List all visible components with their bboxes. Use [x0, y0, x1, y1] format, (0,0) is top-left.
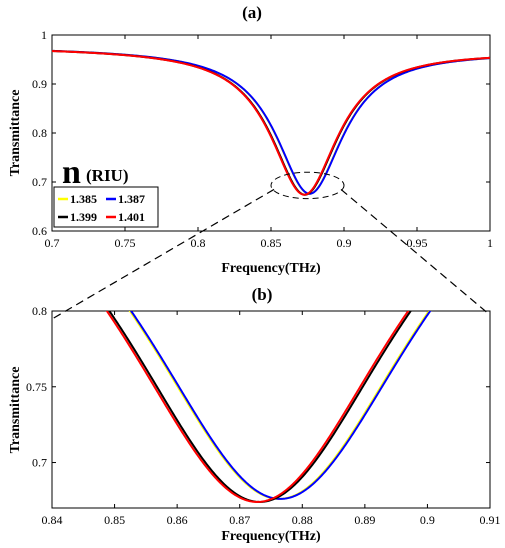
legend-label-1.401: 1.401: [118, 210, 145, 224]
panel-b-label: (b): [252, 285, 273, 304]
panel-a-x-axis-label: Frequency(THz): [221, 261, 321, 276]
panel-b-x-tick-label: 0.91: [480, 513, 501, 527]
panel-a: (a) 0.7 0.75 0.8 0.85 0.9 0.95 1 0.60.70.80.91…: [8, 3, 493, 276]
panel-b-y-ticks: 0.7 0.75 0.8: [26, 304, 490, 470]
panel-b-y-tick-label: 0.75: [26, 380, 47, 394]
legend-box: [53, 186, 159, 228]
panel-a-y-tick-label: 0.9: [32, 77, 47, 91]
panel-a-x-tick-label: 0.9: [337, 236, 352, 250]
panel-a-x-tick-label: 0.95: [407, 236, 428, 250]
panel-b-x-tick-label: 0.9: [420, 513, 435, 527]
panel-a-x-tick-label: 0.85: [261, 236, 282, 250]
panel-b-x-axis-label: Frequency(THz): [221, 529, 321, 544]
panel-b-series-1.387: [129, 311, 432, 500]
panel-b-x-tick-label: 0.86: [167, 513, 188, 527]
panel-a-x-tick-label: 1: [487, 236, 493, 250]
panel-b-y-tick-label: 0.8: [32, 304, 47, 318]
panel-b-series-1.401: [105, 311, 410, 503]
panel-a-y-tick-label: 1: [41, 28, 47, 42]
panel-a-y-tick-label: 0.8: [32, 126, 47, 140]
panel-b: (b) 0.84 0.85 0.86 0.87 0.88 0.89 0.9 0.91 0.70…: [8, 285, 501, 544]
legend-title-symbol: n: [62, 154, 81, 191]
panel-a-y-tick-label: 0.6: [32, 224, 47, 238]
panel-a-y-tick-label: 0.7: [32, 175, 47, 189]
panel-a-label: (a): [242, 3, 262, 22]
panel-b-curves: [105, 311, 432, 503]
panel-b-frame: [51, 310, 491, 509]
panel-b-x-tick-label: 0.89: [354, 513, 375, 527]
legend-label-1.387: 1.387: [118, 192, 145, 206]
panel-b-x-tick-label: 0.84: [42, 513, 63, 527]
panel-a-x-tick-label: 0.8: [191, 236, 206, 250]
zoom-connector-right: [340, 188, 491, 316]
legend-title-unit: (RIU): [86, 166, 129, 185]
legend: n (RIU) 1.385 1.387 1.399 1.401: [53, 154, 159, 228]
panel-a-curves: [51, 49, 491, 196]
panel-a-series-1.401: [51, 50, 491, 196]
panel-b-x-tick-label: 0.85: [104, 513, 125, 527]
panel-b-x-ticks: 0.84 0.85 0.86 0.87 0.88 0.89 0.9 0.91: [42, 311, 501, 527]
legend-label-1.399: 1.399: [70, 210, 97, 224]
panel-a-y-axis-label: Transmittance: [8, 90, 23, 177]
panel-b-x-tick-label: 0.87: [229, 513, 250, 527]
panel-a-x-tick-label: 0.7: [45, 236, 60, 250]
legend-items: 1.385 1.387 1.399 1.401: [58, 192, 145, 224]
panel-b-y-axis-label: Transmittance: [8, 367, 23, 454]
panel-a-y-ticks: 0.6 0.7 0.8 0.9 1: [32, 28, 490, 238]
panel-b-y-tick-label: 0.7: [32, 456, 47, 470]
legend-label-1.385: 1.385: [70, 192, 97, 206]
panel-a-x-ticks: 0.7 0.75 0.8 0.85 0.9 0.95 1: [45, 35, 493, 250]
zoom-ellipse: [270, 171, 345, 200]
zoom-connector-left: [51, 188, 275, 320]
panel-a-x-tick-label: 0.75: [115, 236, 136, 250]
panel-b-x-tick-label: 0.88: [292, 513, 313, 527]
